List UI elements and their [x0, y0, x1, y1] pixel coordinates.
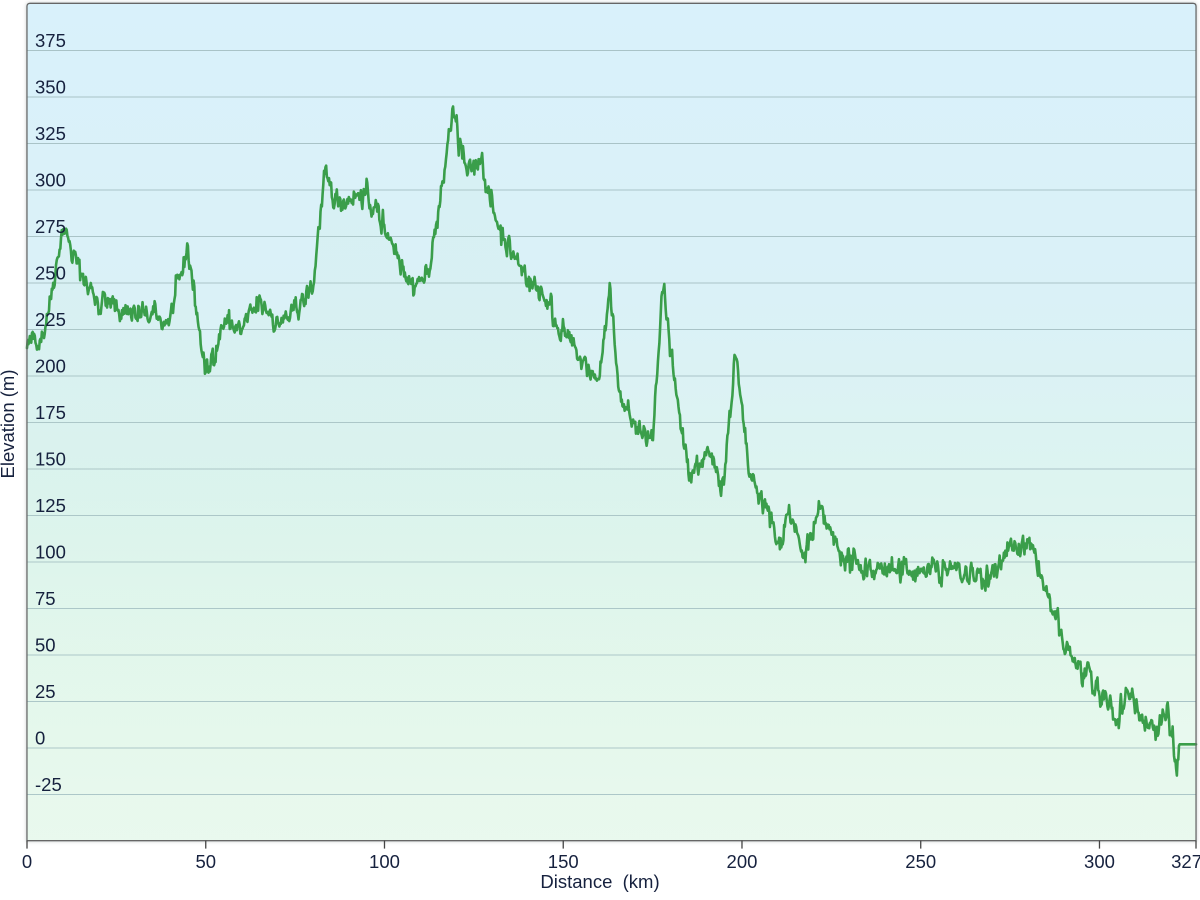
- svg-text:275: 275: [35, 216, 66, 237]
- svg-text:50: 50: [195, 851, 216, 872]
- svg-text:100: 100: [369, 851, 400, 872]
- svg-text:0: 0: [35, 728, 45, 749]
- svg-text:200: 200: [35, 356, 66, 377]
- svg-text:100: 100: [35, 542, 66, 563]
- svg-text:-25: -25: [35, 774, 62, 795]
- svg-text:Distance (km): Distance (km): [540, 871, 659, 892]
- svg-text:0: 0: [22, 851, 32, 872]
- svg-text:325: 325: [35, 123, 66, 144]
- svg-text:Elevation (m): Elevation (m): [0, 370, 18, 479]
- svg-text:350: 350: [35, 77, 66, 98]
- svg-text:225: 225: [35, 309, 66, 330]
- svg-text:327: 327: [1171, 851, 1200, 872]
- svg-text:150: 150: [548, 851, 579, 872]
- svg-text:200: 200: [727, 851, 758, 872]
- svg-text:250: 250: [35, 263, 66, 284]
- svg-text:25: 25: [35, 681, 56, 702]
- svg-text:50: 50: [35, 635, 56, 656]
- svg-text:125: 125: [35, 495, 66, 516]
- svg-text:75: 75: [35, 588, 56, 609]
- svg-text:175: 175: [35, 402, 66, 423]
- svg-text:250: 250: [905, 851, 936, 872]
- svg-text:375: 375: [35, 30, 66, 51]
- svg-text:150: 150: [35, 449, 66, 470]
- svg-text:300: 300: [35, 170, 66, 191]
- svg-text:300: 300: [1084, 851, 1115, 872]
